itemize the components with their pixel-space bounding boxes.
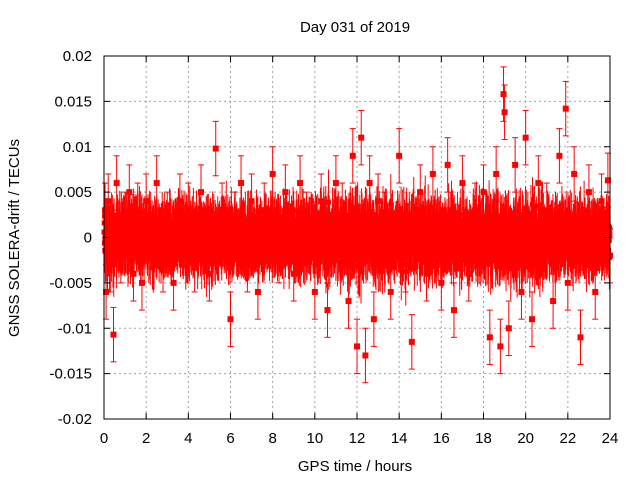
cloud-point bbox=[516, 262, 522, 268]
cloud-point bbox=[400, 213, 406, 219]
cloud-point bbox=[486, 207, 492, 213]
cloud-point bbox=[186, 250, 192, 256]
cloud-point bbox=[473, 211, 479, 217]
cloud-point bbox=[488, 212, 494, 218]
cloud-point bbox=[539, 209, 545, 215]
cloud-point bbox=[355, 206, 361, 212]
cloud-point bbox=[325, 199, 331, 205]
cloud-point bbox=[426, 255, 432, 261]
cloud-point bbox=[457, 264, 463, 270]
cloud-point bbox=[398, 211, 404, 217]
cloud-point bbox=[357, 264, 363, 270]
cloud-point bbox=[382, 252, 388, 258]
cloud-point bbox=[519, 258, 525, 264]
cloud-point bbox=[376, 218, 382, 224]
cloud-point bbox=[362, 218, 368, 224]
data-points bbox=[101, 66, 613, 384]
cloud-point bbox=[448, 249, 454, 255]
cloud-point bbox=[411, 249, 417, 255]
data-cloud bbox=[101, 169, 613, 306]
cloud-point bbox=[495, 213, 501, 219]
cloud-point bbox=[388, 201, 394, 207]
cloud-point bbox=[530, 210, 536, 216]
cloud-point bbox=[331, 211, 337, 217]
chart-title: Day 031 of 2019 bbox=[300, 19, 410, 36]
cloud-point bbox=[223, 210, 229, 216]
cloud-point bbox=[514, 265, 520, 271]
cloud-point bbox=[531, 205, 537, 211]
cloud-point bbox=[380, 263, 386, 269]
cloud-point bbox=[457, 227, 463, 233]
